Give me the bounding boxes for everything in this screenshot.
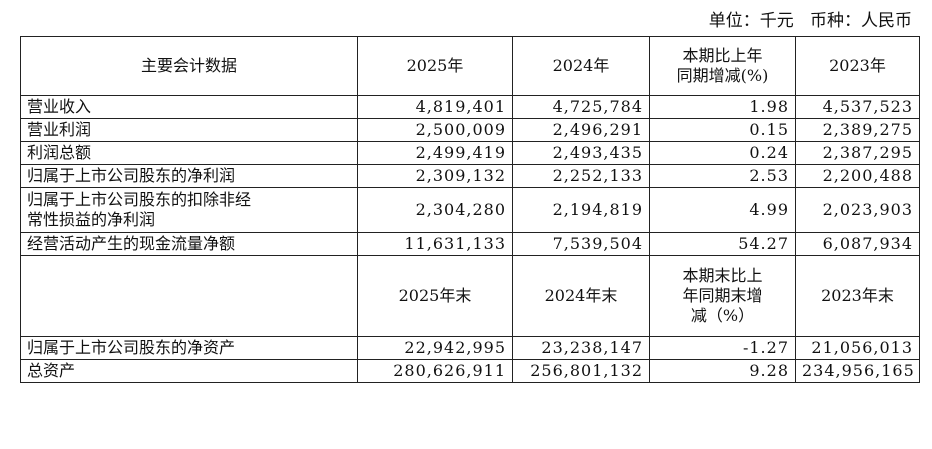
value-change: 1.98 [649, 95, 796, 119]
unit-currency-note: 单位：千元 币种：人民币 [708, 11, 912, 31]
row-label: 利润总额 [20, 141, 358, 165]
row-label-line1: 归属于上市公司股东的扣除非经 [27, 190, 252, 209]
value-2025: 4,819,401 [357, 95, 513, 119]
table-row: 归属于上市公司股东的净资产 22,942,995 23,238,147 -1.2… [20, 336, 920, 360]
table-row: 总资产 280,626,911 256,801,132 9.28 234,956… [20, 359, 920, 383]
value-2023: 2,200,488 [795, 164, 920, 188]
value-2025: 11,631,133 [357, 232, 513, 256]
header-accounting-data: 主要会计数据 [20, 36, 358, 96]
header-2025: 2025年 [357, 36, 513, 96]
value-2023: 2,389,275 [795, 118, 920, 142]
value-2025: 2,499,419 [357, 141, 513, 165]
value-2025: 2,500,009 [357, 118, 513, 142]
value-2023-end: 21,056,013 [795, 336, 920, 360]
table-row: 归属于上市公司股东的净利润 2,309,132 2,252,133 2.53 2… [20, 164, 920, 188]
table-row: 营业利润 2,500,009 2,496,291 0.15 2,389,275 [20, 118, 920, 142]
value-2023: 2,023,903 [795, 187, 920, 233]
header-blank [20, 255, 358, 337]
value-2024: 4,725,784 [512, 95, 650, 119]
row-label: 经营活动产生的现金流量净额 [20, 232, 358, 256]
header-change: 本期比上年 同期增减(%) [649, 36, 796, 96]
table-row: 经营活动产生的现金流量净额 11,631,133 7,539,504 54.27… [20, 232, 920, 256]
header-change-end-line1: 本期末比上 [682, 266, 763, 285]
header-2024-end: 2024年末 [512, 255, 650, 337]
header-change-end: 本期末比上 年同期末增 减（%） [649, 255, 796, 337]
value-2023: 6,087,934 [795, 232, 920, 256]
value-2024: 2,252,133 [512, 164, 650, 188]
value-2024-end: 256,801,132 [512, 359, 650, 383]
value-change: 0.24 [649, 141, 796, 165]
header-2025-end: 2025年末 [357, 255, 513, 337]
value-change: 54.27 [649, 232, 796, 256]
row-label: 归属于上市公司股东的扣除非经 常性损益的净利润 [20, 187, 358, 233]
header-2023-end: 2023年末 [795, 255, 920, 337]
header-row: 主要会计数据 2025年 2024年 本期比上年 同期增减(%) 2023年 [20, 36, 920, 96]
table-row: 营业收入 4,819,401 4,725,784 1.98 4,537,523 [20, 95, 920, 119]
value-change: -1.27 [649, 336, 796, 360]
value-2025: 2,304,280 [357, 187, 513, 233]
value-2025-end: 280,626,911 [357, 359, 513, 383]
row-label: 归属于上市公司股东的净利润 [20, 164, 358, 188]
header-change-line1: 本期比上年 [682, 46, 763, 65]
value-change: 4.99 [649, 187, 796, 233]
value-change: 0.15 [649, 118, 796, 142]
value-2024: 2,493,435 [512, 141, 650, 165]
value-2024: 7,539,504 [512, 232, 650, 256]
value-change: 9.28 [649, 359, 796, 383]
value-2025: 2,309,132 [357, 164, 513, 188]
value-change: 2.53 [649, 164, 796, 188]
value-2024: 2,194,819 [512, 187, 650, 233]
value-2023-end: 234,956,165 [795, 359, 920, 383]
value-2024-end: 23,238,147 [512, 336, 650, 360]
value-2025-end: 22,942,995 [357, 336, 513, 360]
value-2023: 4,537,523 [795, 95, 920, 119]
row-label: 总资产 [20, 359, 358, 383]
header-change-end-line3: 减（%） [690, 306, 755, 325]
row-label: 归属于上市公司股东的净资产 [20, 336, 358, 360]
header-change-end-line2: 年同期末增 [682, 286, 763, 305]
header-2023: 2023年 [795, 36, 920, 96]
header-2024: 2024年 [512, 36, 650, 96]
header-change-line2: 同期增减(%) [676, 66, 769, 85]
financial-data-table: 主要会计数据 2025年 2024年 本期比上年 同期增减(%) 2023年 营… [20, 36, 920, 383]
table-row: 利润总额 2,499,419 2,493,435 0.24 2,387,295 [20, 141, 920, 165]
table-row: 归属于上市公司股东的扣除非经 常性损益的净利润 2,304,280 2,194,… [20, 187, 920, 233]
value-2024: 2,496,291 [512, 118, 650, 142]
row-label: 营业收入 [20, 95, 358, 119]
value-2023: 2,387,295 [795, 141, 920, 165]
header-row-year-end: 2025年末 2024年末 本期末比上 年同期末增 减（%） 2023年末 [20, 255, 920, 337]
row-label: 营业利润 [20, 118, 358, 142]
row-label-line2: 常性损益的净利润 [27, 210, 156, 229]
